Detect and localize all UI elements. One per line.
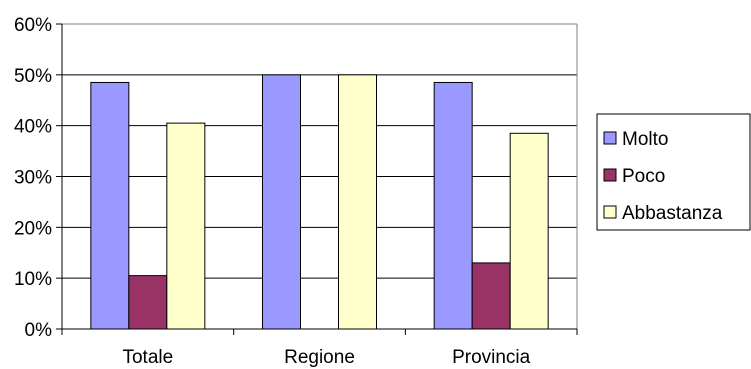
y-tick-label: 60% <box>14 15 52 36</box>
bar-molto-totale <box>90 81 130 330</box>
x-tick-label: Regione <box>284 347 355 368</box>
y-tick-label: 50% <box>14 66 52 87</box>
bar-abbastanza-provincia <box>509 132 549 330</box>
y-tick-label: 30% <box>14 168 52 189</box>
y-tick-label: 0% <box>25 320 53 341</box>
bars <box>90 74 549 330</box>
gridlines <box>62 23 577 279</box>
legend-swatch <box>603 205 617 219</box>
y-tick-label: 10% <box>14 269 52 290</box>
legend-swatch <box>603 168 617 182</box>
bar-molto-provincia <box>433 81 473 330</box>
bar-poco-totale <box>128 275 168 330</box>
y-tick-label: 40% <box>14 117 52 138</box>
bar-molto-regione <box>262 74 301 330</box>
bar-abbastanza-totale <box>166 122 206 330</box>
legend: Molto Poco Abbastanza <box>596 113 751 231</box>
x-tick-label: Provincia <box>452 347 531 368</box>
bar-poco-provincia <box>471 262 511 330</box>
y-tick-labels: 0% 10% 20% 30% 40% 50% 60% <box>14 15 62 341</box>
legend-swatch <box>603 131 617 145</box>
bar-abbastanza-regione <box>338 74 377 330</box>
x-tick-labels: Totale Regione Provincia <box>61 329 578 368</box>
legend-label: Poco <box>622 166 665 187</box>
x-tick-label: Totale <box>122 347 173 368</box>
legend-box <box>596 113 751 231</box>
legend-label: Abbastanza <box>622 203 723 224</box>
legend-label: Molto <box>622 129 668 150</box>
y-tick-label: 20% <box>14 218 52 239</box>
